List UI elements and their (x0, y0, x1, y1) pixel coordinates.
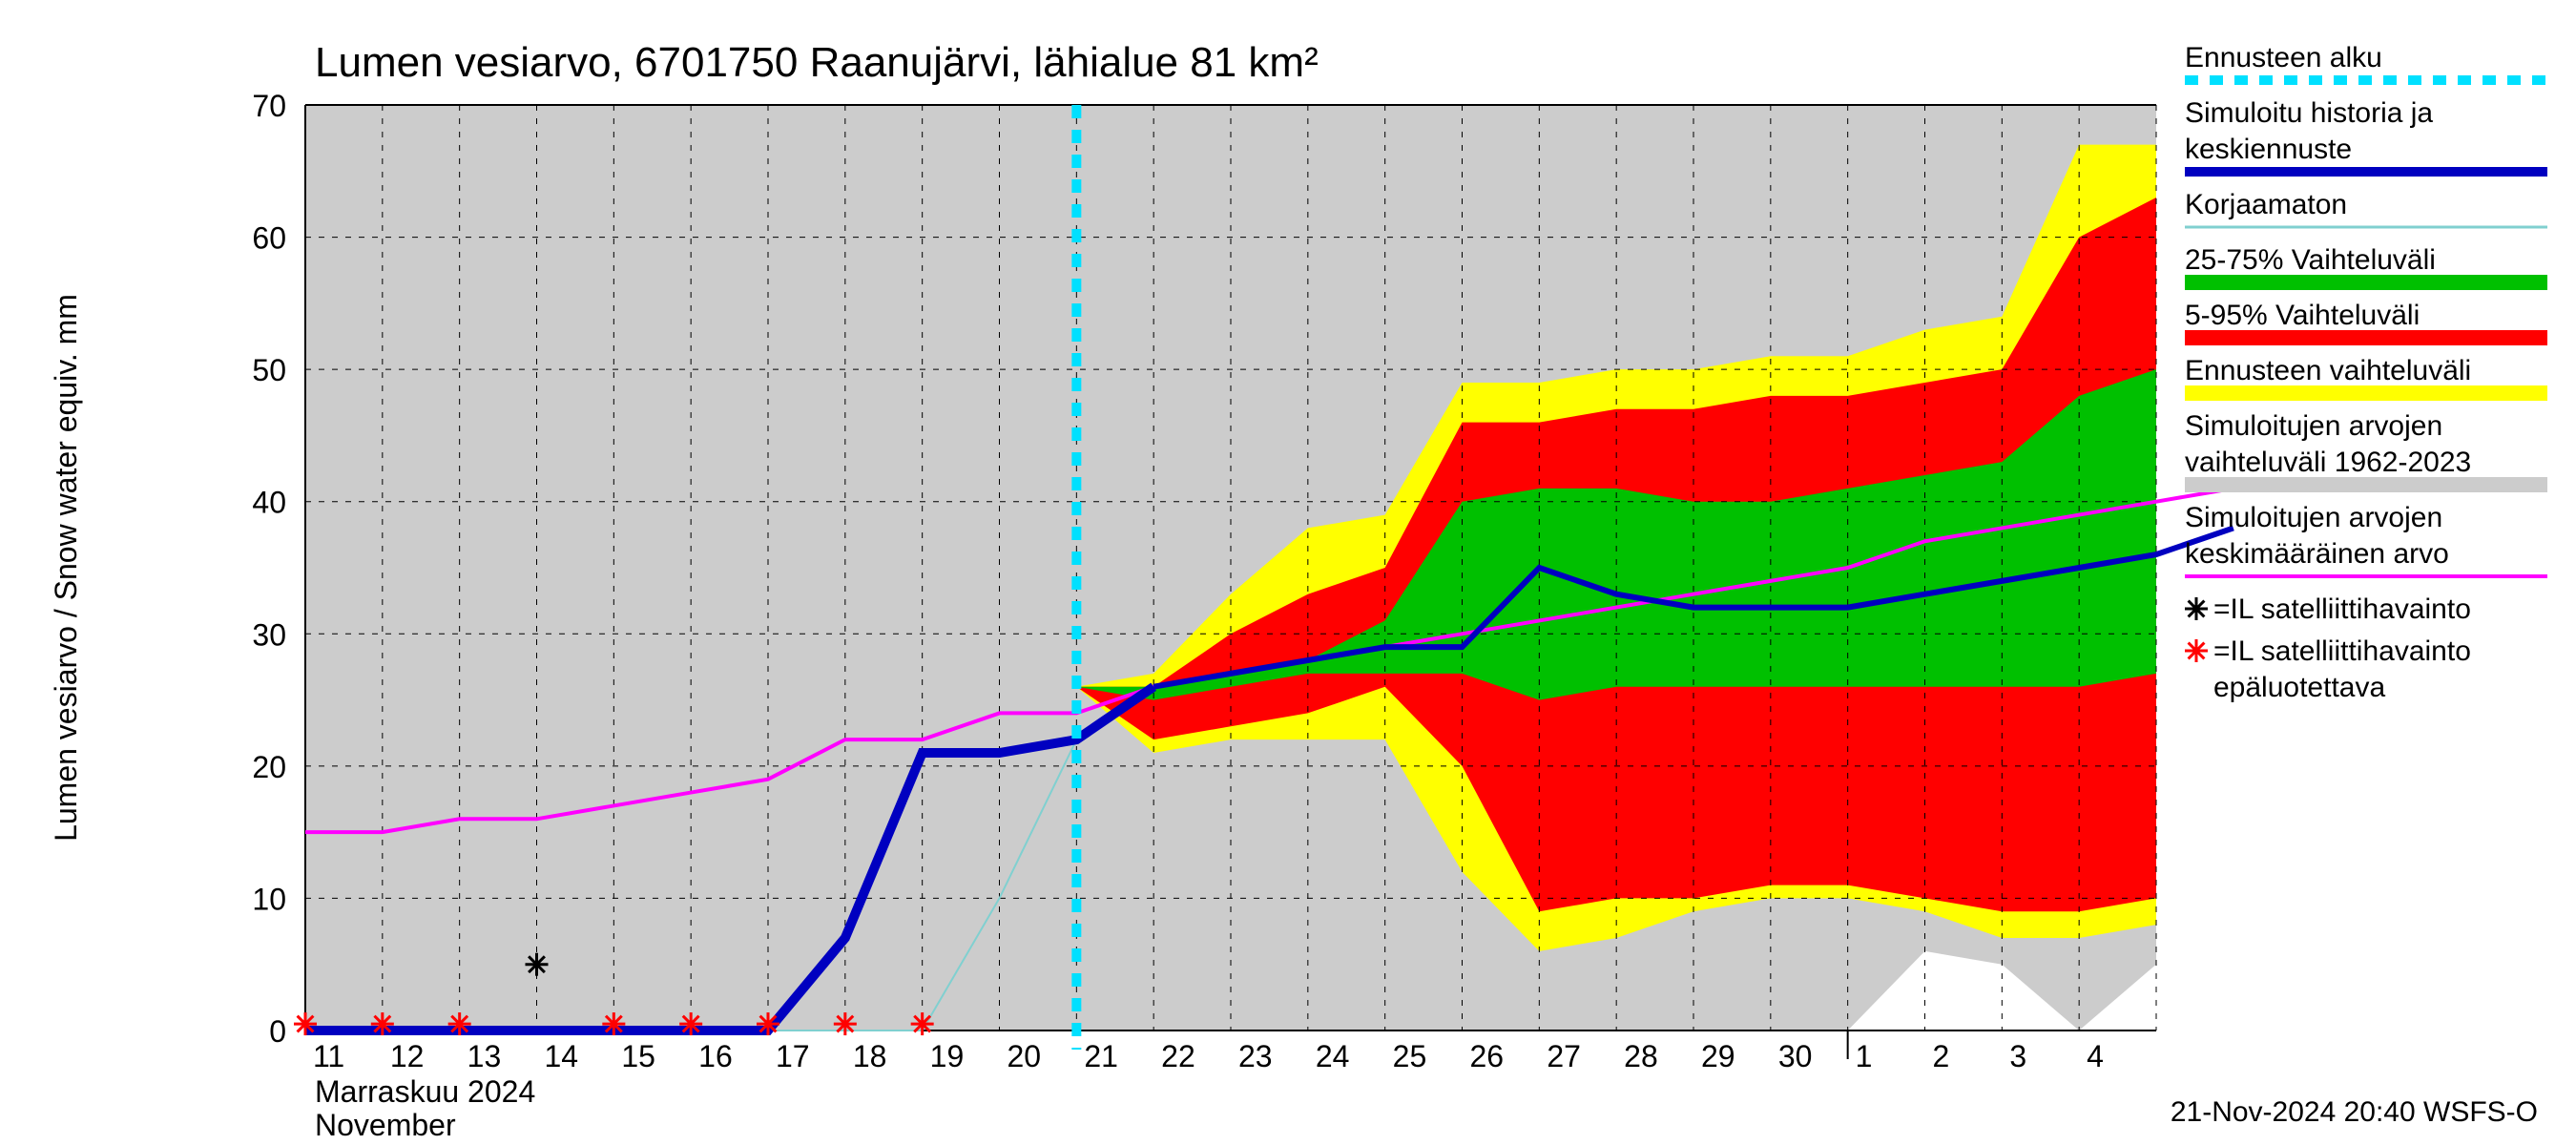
month-label-en: November (315, 1108, 456, 1142)
x-tick-label: 19 (930, 1039, 965, 1073)
x-tick-label: 23 (1238, 1039, 1273, 1073)
x-tick-label: 12 (390, 1039, 425, 1073)
red-star-marker (294, 1012, 317, 1035)
legend-label: 5-95% Vaihteluväli (2185, 300, 2420, 331)
legend-label: Ennusteen vaihteluväli (2185, 355, 2471, 386)
x-tick-label: 21 (1084, 1039, 1118, 1073)
x-tick-label: 24 (1316, 1039, 1350, 1073)
x-tick-label: 27 (1547, 1039, 1581, 1073)
x-tick-label: 30 (1778, 1039, 1813, 1073)
y-tick-label: 60 (252, 221, 286, 256)
x-tick-label: 20 (1008, 1039, 1042, 1073)
legend-label: =IL satelliittihavainto (2213, 593, 2471, 625)
y-tick-label: 10 (252, 882, 286, 916)
y-tick-label: 0 (269, 1014, 286, 1049)
y-tick-label: 70 (252, 89, 286, 123)
x-tick-label: 4 (2087, 1039, 2104, 1073)
y-tick-label: 30 (252, 617, 286, 652)
x-tick-label: 22 (1161, 1039, 1195, 1073)
x-tick-label: 26 (1470, 1039, 1505, 1073)
y-tick-label: 20 (252, 750, 286, 784)
legend-swatch (2185, 275, 2547, 290)
x-tick-label: 13 (467, 1039, 502, 1073)
y-axis-label: Lumen vesiarvo / Snow water equiv. mm (49, 294, 83, 842)
legend-label: epäluotettava (2213, 672, 2385, 703)
footer-timestamp: 21-Nov-2024 20:40 WSFS-O (2171, 1096, 2538, 1128)
chart-container: 0102030405060701112131415161718192021222… (0, 0, 2576, 1145)
x-tick-label: 18 (853, 1039, 887, 1073)
red-star-marker (371, 1012, 394, 1035)
red-star-marker (757, 1012, 779, 1035)
legend-swatch (2185, 330, 2547, 345)
red-star-marker (448, 1012, 471, 1035)
x-tick-label: 1 (1856, 1039, 1873, 1073)
y-tick-label: 50 (252, 353, 286, 387)
red-star-marker (2185, 639, 2208, 662)
chart-title: Lumen vesiarvo, 6701750 Raanujärvi, lähi… (315, 39, 1319, 86)
x-tick-label: 11 (313, 1039, 344, 1073)
legend-label: Ennusteen alku (2185, 42, 2382, 73)
month-label-fi: Marraskuu 2024 (315, 1074, 535, 1109)
y-tick-label: 40 (252, 486, 286, 520)
legend-label: 25-75% Vaihteluväli (2185, 244, 2436, 276)
x-tick-label: 15 (621, 1039, 655, 1073)
x-tick-label: 14 (545, 1039, 579, 1073)
legend-label: keskimääräinen arvo (2185, 538, 2449, 570)
x-tick-label: 17 (776, 1039, 810, 1073)
x-tick-label: 16 (698, 1039, 733, 1073)
legend-label: Simuloitujen arvojen (2185, 410, 2442, 442)
legend-label: Korjaamaton (2185, 189, 2347, 220)
black-star-marker (2185, 597, 2208, 620)
x-tick-label: 3 (2009, 1039, 2026, 1073)
legend-swatch (2185, 477, 2547, 492)
snow-water-chart: 0102030405060701112131415161718192021222… (0, 0, 2576, 1145)
x-tick-label: 29 (1701, 1039, 1735, 1073)
x-tick-label: 2 (1933, 1039, 1950, 1073)
legend-label: Simuloitu historia ja (2185, 97, 2433, 129)
legend-label: vaihteluväli 1962-2023 (2185, 447, 2471, 478)
legend-swatch (2185, 385, 2547, 401)
legend-label: Simuloitujen arvojen (2185, 502, 2442, 533)
legend-label: keskiennuste (2185, 134, 2352, 165)
legend-label: =IL satelliittihavainto (2213, 635, 2471, 667)
x-tick-label: 28 (1624, 1039, 1658, 1073)
x-tick-label: 25 (1393, 1039, 1427, 1073)
